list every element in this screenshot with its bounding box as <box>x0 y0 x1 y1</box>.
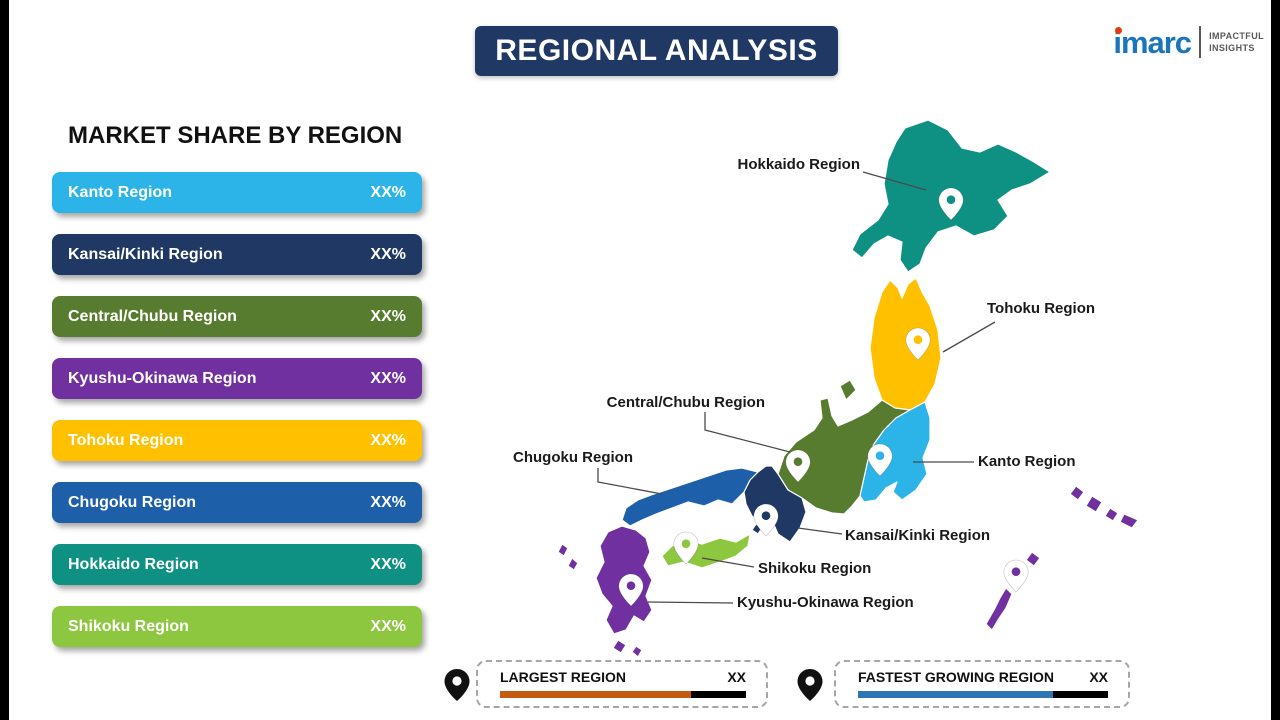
share-bar-shikoku: Shikoku Region XX% <box>52 606 422 647</box>
imarc-logo: imarc IMPACTFUL INSIGHTS <box>1113 26 1264 58</box>
brand-wrap: imarc <box>1113 24 1192 60</box>
logo-separator <box>1199 26 1202 58</box>
title-banner: REGIONAL ANALYSIS <box>475 26 838 76</box>
share-bar-hokkaido: Hokkaido Region XX% <box>52 544 422 585</box>
region-value: XX% <box>370 369 406 387</box>
largest-region-bar-color <box>500 691 691 698</box>
map-label-hokkaido: Hokkaido Region <box>737 156 860 173</box>
map-island-south-kyushu-1 <box>612 639 627 654</box>
share-bar-tohoku: Tohoku Region XX% <box>52 420 422 461</box>
fastest-region-pin-icon <box>797 669 823 701</box>
map-label-kanto: Kanto Region <box>978 453 1076 470</box>
map-island-ryukyu-1 <box>1069 485 1085 501</box>
market-share-heading: MARKET SHARE BY REGION <box>68 122 403 149</box>
largest-region-label: LARGEST REGION <box>500 669 627 685</box>
map-label-chubu: Central/Chubu Region <box>606 394 765 411</box>
logo-tagline: IMPACTFUL INSIGHTS <box>1209 30 1264 54</box>
fastest-region-value: XX <box>1089 669 1108 685</box>
region-label: Hokkaido Region <box>68 555 199 573</box>
japan-map-svg <box>557 119 1139 658</box>
map-label-tohoku: Tohoku Region <box>987 300 1096 317</box>
connector-hokkaido <box>862 171 927 191</box>
map-island-tsushima-1 <box>557 543 569 557</box>
connector-shikoku <box>701 557 755 568</box>
map-pin-shikoku <box>673 531 699 565</box>
share-bar-kansai: Kansai/Kinki Region XX% <box>52 234 422 275</box>
connector-kansai <box>797 527 843 535</box>
left-edge-bar <box>0 0 9 720</box>
largest-region-pin-icon <box>444 669 470 701</box>
tagline-line2: INSIGHTS <box>1209 43 1255 53</box>
largest-region-value: XX <box>727 669 746 685</box>
region-value: XX% <box>370 555 406 573</box>
region-label: Kanto Region <box>68 183 172 201</box>
fastest-region-legend: FASTEST GROWING REGION XX <box>834 660 1130 708</box>
map-pin-kyushu <box>618 573 644 607</box>
region-label: Kansai/Kinki Region <box>68 245 223 263</box>
share-bar-kanto: Kanto Region XX% <box>52 172 422 213</box>
share-bar-chubu: Central/Chubu Region XX% <box>52 296 422 337</box>
connector-tohoku <box>942 321 996 353</box>
share-bar-kyushu: Kyushu-Okinawa Region XX% <box>52 358 422 399</box>
map-pin-chubu <box>785 449 811 483</box>
map-pin-okinawa <box>1003 559 1029 593</box>
region-label: Tohoku Region <box>68 431 184 449</box>
region-value: XX% <box>370 307 406 325</box>
fastest-region-bar <box>858 691 1108 698</box>
map-pin-hokkaido <box>938 187 964 221</box>
map-island-ryukyu-2 <box>1085 495 1103 513</box>
map-region-chugoku <box>621 467 759 527</box>
map-label-kyushu: Kyushu-Okinawa Region <box>737 594 914 611</box>
map-island-sado <box>839 379 857 401</box>
map-island-okinawa-main <box>985 587 1013 631</box>
map-label-kansai: Kansai/Kinki Region <box>845 527 991 544</box>
map-pins <box>618 187 1029 607</box>
map-island-okinawa-1 <box>1025 551 1041 567</box>
connector-chugoku <box>597 468 663 495</box>
map-island-ryukyu-3 <box>1104 507 1119 522</box>
market-share-list: Kanto Region XX% Kansai/Kinki Region XX%… <box>52 172 422 668</box>
map-label-shikoku: Shikoku Region <box>758 560 872 577</box>
map-island-ryukyu-4 <box>1119 513 1139 529</box>
region-label: Kyushu-Okinawa Region <box>68 369 257 387</box>
region-value: XX% <box>370 431 406 449</box>
region-value: XX% <box>370 617 406 635</box>
map-pin-kansai <box>753 503 779 537</box>
region-value: XX% <box>370 245 406 263</box>
region-label: Chugoku Region <box>68 493 196 511</box>
map-pin-kanto <box>867 443 893 477</box>
region-label: Central/Chubu Region <box>68 307 237 325</box>
map-island-tsushima-2 <box>567 557 579 571</box>
fastest-region-bar-color <box>858 691 1053 698</box>
largest-region-bar-end <box>691 691 746 698</box>
fastest-region-bar-end <box>1053 691 1108 698</box>
japan-map <box>450 100 1150 660</box>
largest-region-legend: LARGEST REGION XX <box>476 660 768 708</box>
region-value: XX% <box>370 493 406 511</box>
brand-text: imarc <box>1113 24 1192 60</box>
connector-chubu <box>704 412 791 453</box>
region-value: XX% <box>370 183 406 201</box>
brand-accent-dot <box>1115 26 1123 34</box>
page-title: REGIONAL ANALYSIS <box>495 34 818 67</box>
map-island-south-kyushu-2 <box>631 645 643 658</box>
largest-region-bar <box>500 691 746 698</box>
map-pin-tohoku <box>905 327 931 361</box>
fastest-region-label: FASTEST GROWING REGION <box>858 669 1055 685</box>
map-region-tohoku <box>869 277 942 411</box>
connector-kyushu <box>647 601 734 604</box>
share-bar-chugoku: Chugoku Region XX% <box>52 482 422 523</box>
tagline-line1: IMPACTFUL <box>1209 30 1264 41</box>
region-label: Shikoku Region <box>68 617 189 635</box>
right-edge-bar <box>1271 0 1280 720</box>
map-label-chugoku: Chugoku Region <box>513 449 633 466</box>
